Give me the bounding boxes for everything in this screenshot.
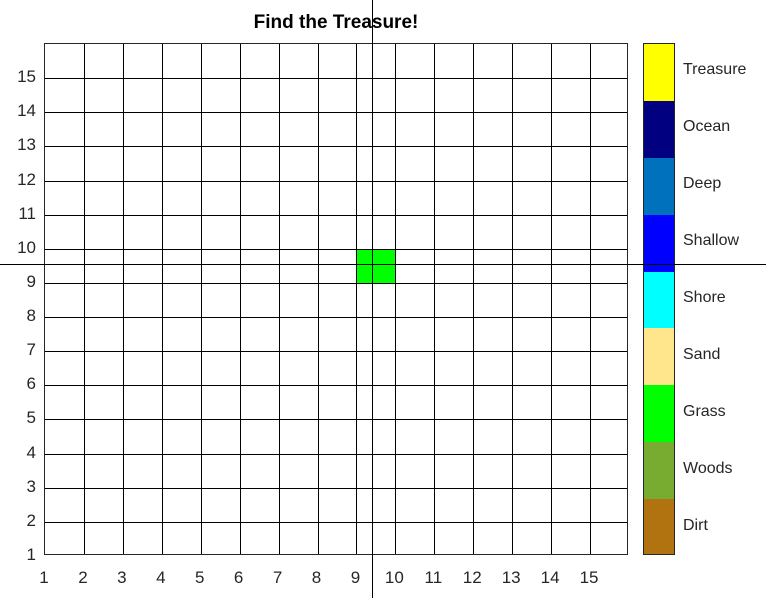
y-tick-label: 4 (26, 442, 36, 462)
y-tick-label: 11 (18, 203, 36, 223)
grid-line-horizontal (45, 385, 627, 387)
y-tick-label: 2 (26, 510, 36, 530)
grid-line-horizontal (45, 248, 627, 250)
colorbar-swatch-ocean (644, 100, 674, 158)
grid-line-vertical (317, 44, 319, 554)
grid-line-horizontal (45, 351, 627, 353)
x-tick-label: 2 (78, 568, 88, 587)
x-tick-label: 10 (384, 568, 404, 587)
y-tick-label: 15 (17, 67, 36, 87)
colorbar-swatch-deep (644, 157, 674, 215)
grid-line-horizontal (45, 487, 627, 489)
grid-line-vertical (356, 44, 358, 554)
colorbar-label-grass: Grass (683, 402, 726, 420)
grid-line-horizontal (45, 419, 627, 421)
colorbar-label-dirt: Dirt (683, 516, 708, 534)
colorbar-swatch-dirt (644, 499, 674, 554)
grid-line-horizontal (45, 317, 627, 319)
x-tick-label: 11 (424, 568, 443, 587)
grid-line-horizontal (45, 214, 627, 216)
y-tick-label: 3 (26, 476, 36, 496)
x-tick-label: 3 (117, 568, 127, 587)
grid-line-vertical (161, 44, 163, 554)
x-tick-label: 6 (233, 568, 244, 587)
x-tick-label: 1 (39, 568, 49, 587)
terrain-colorbar (643, 43, 675, 555)
grid-line-vertical (590, 44, 592, 554)
x-tick-label: 5 (194, 568, 205, 587)
grid-line-vertical (239, 44, 241, 554)
colorbar-swatch-shore (644, 271, 674, 329)
grid-line-vertical (278, 44, 280, 554)
grid-line-vertical (551, 44, 553, 554)
colorbar-label-woods: Woods (683, 459, 733, 477)
grid-line-horizontal (45, 180, 627, 182)
x-tick-label: 14 (540, 568, 560, 587)
y-tick-label: 8 (26, 306, 36, 326)
y-tick-label: 12 (17, 169, 36, 189)
grid-line-vertical (512, 44, 514, 554)
grid-line-horizontal (45, 521, 627, 523)
colorbar-swatch-grass (644, 385, 674, 443)
colorbar-swatch-woods (644, 442, 674, 500)
map-cell-grass[interactable] (356, 248, 396, 283)
x-tick-label: 9 (350, 568, 361, 587)
grid-line-vertical (83, 44, 85, 554)
colorbar-label-sand: Sand (683, 345, 721, 363)
game-title: Find the Treasure! (253, 12, 419, 33)
grid-line-horizontal (45, 78, 627, 80)
y-tick-label: 10 (17, 237, 36, 257)
colorbar-label-deep: Deep (683, 175, 722, 193)
y-tick-label: 7 (26, 340, 36, 360)
grid-line-vertical (200, 44, 202, 554)
grid-line-horizontal (45, 282, 627, 284)
colorbar-swatch-shallow (644, 214, 674, 272)
grid-line-vertical (395, 44, 397, 554)
grid-line-horizontal (45, 453, 627, 455)
grid-line-horizontal (45, 146, 627, 148)
colorbar-swatch-treasure (644, 44, 674, 101)
grid-line-horizontal (45, 112, 627, 114)
colorbar-swatch-sand (644, 328, 674, 386)
y-tick-label: 9 (26, 271, 36, 291)
grid-line-vertical (434, 44, 436, 554)
x-tick-label: 4 (156, 568, 166, 587)
y-tick-label: 14 (17, 101, 36, 121)
x-tick-label: 12 (462, 568, 482, 587)
x-tick-label: 15 (579, 568, 599, 587)
y-tick-label: 6 (26, 374, 36, 394)
x-tick-label: 8 (311, 568, 322, 587)
colorbar-label-shore: Shore (683, 289, 726, 306)
y-tick-label: 1 (26, 545, 36, 564)
crosshair-cursor-horizontal (0, 264, 766, 265)
grid-line-vertical (473, 44, 475, 554)
grid-line-vertical (122, 44, 124, 554)
colorbar-label-ocean: Ocean (683, 118, 731, 136)
colorbar-label-shallow: Shallow (683, 232, 740, 250)
x-tick-label: 7 (272, 568, 283, 587)
y-tick-label: 5 (26, 408, 36, 428)
y-tick-label: 13 (17, 135, 36, 155)
x-tick-label: 13 (501, 568, 521, 587)
crosshair-cursor-vertical (372, 0, 373, 598)
colorbar-label-treasure: Treasure (683, 61, 747, 79)
treasure-map-grid[interactable] (44, 43, 628, 555)
